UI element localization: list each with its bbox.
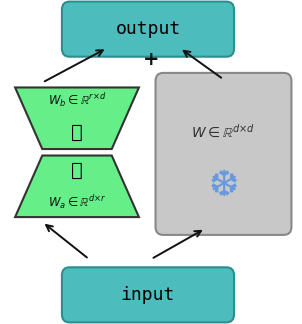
- Polygon shape: [15, 156, 139, 217]
- Text: 🔥: 🔥: [71, 161, 83, 179]
- FancyBboxPatch shape: [62, 2, 234, 57]
- Text: +: +: [143, 51, 159, 69]
- FancyBboxPatch shape: [156, 73, 291, 235]
- Text: input: input: [121, 286, 175, 304]
- Text: 🔥: 🔥: [71, 123, 83, 142]
- Text: $W \in \mathbb{R}^{d{\times}d}$: $W \in \mathbb{R}^{d{\times}d}$: [191, 123, 255, 141]
- Polygon shape: [15, 87, 139, 149]
- Text: $W_a \in \mathbb{R}^{d{\times}r}$: $W_a \in \mathbb{R}^{d{\times}r}$: [48, 193, 106, 212]
- Text: ❆: ❆: [208, 169, 239, 203]
- Text: $W_b \in \mathbb{R}^{r{\times}d}$: $W_b \in \mathbb{R}^{r{\times}d}$: [48, 91, 106, 110]
- Text: output: output: [115, 20, 181, 38]
- FancyBboxPatch shape: [62, 267, 234, 322]
